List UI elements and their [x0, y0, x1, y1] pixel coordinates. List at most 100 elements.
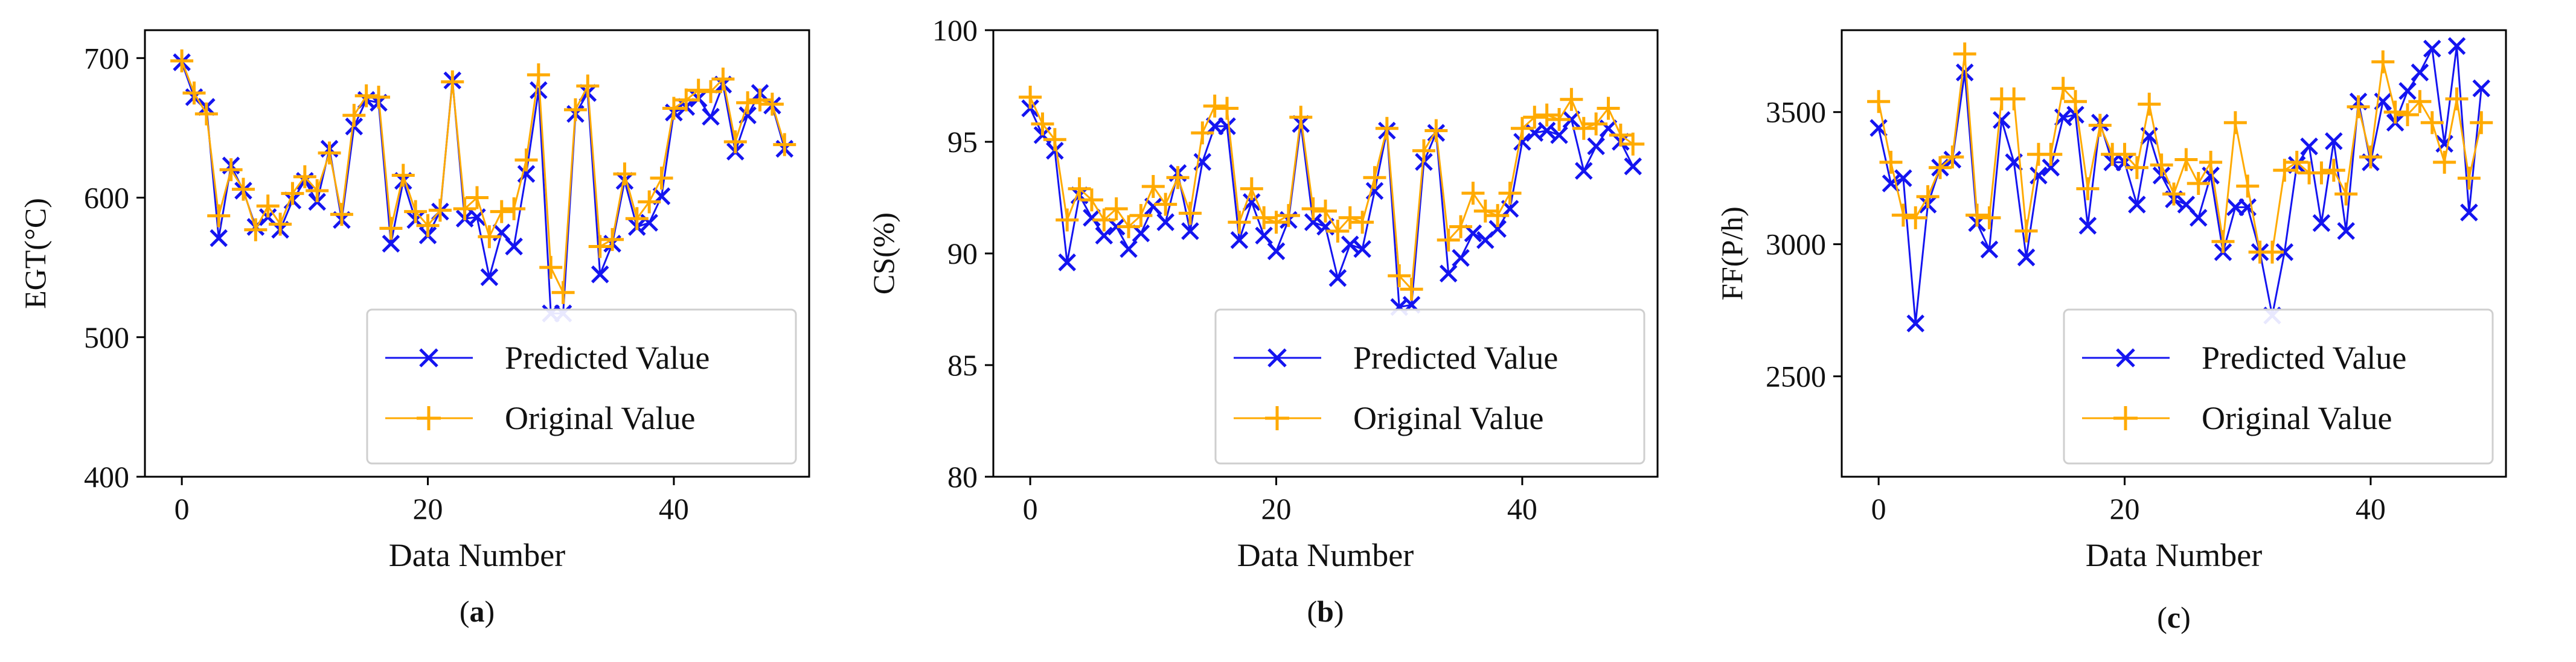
point-original — [2260, 240, 2284, 264]
point-original — [367, 86, 391, 109]
point-original — [2420, 111, 2444, 135]
point-original — [1019, 86, 1042, 109]
point-original — [1203, 94, 1226, 118]
point-original — [1228, 211, 1251, 234]
x-axis-label: Data Number — [389, 537, 565, 573]
point-original — [1904, 206, 1927, 229]
legend-box — [1214, 308, 1645, 465]
point-original — [2039, 142, 2063, 166]
y-tick-label: 600 — [84, 181, 129, 215]
point-original — [601, 228, 624, 251]
point-original — [1289, 106, 1313, 129]
point-original — [490, 200, 513, 223]
point-original — [1178, 202, 1202, 225]
legend-label-original: Original Value — [505, 400, 695, 436]
point-original — [1498, 182, 1522, 205]
y-tick-label: 90 — [947, 237, 978, 270]
point-original — [2408, 90, 2432, 113]
point-predicted — [1488, 220, 1507, 238]
point-original — [2396, 103, 2420, 127]
point-original — [2457, 167, 2481, 190]
point-original — [1597, 97, 1620, 120]
y-axis-label: EGT(°C) — [18, 198, 52, 309]
point-original — [1867, 90, 1891, 113]
legend-label-predicted: Predicted Value — [1353, 340, 1558, 376]
point-original — [2310, 161, 2333, 185]
y-tick-label: 3000 — [1766, 228, 1826, 261]
panel-caption-open: ( — [460, 594, 470, 628]
point-original — [2076, 177, 2100, 200]
point-original — [2223, 111, 2247, 135]
point-original — [1523, 106, 1546, 129]
point-predicted — [2447, 37, 2466, 56]
point-original — [441, 70, 464, 94]
point-predicted — [1587, 137, 1605, 156]
point-predicted — [1993, 111, 2011, 129]
point-original — [1166, 166, 1190, 189]
panel-caption-open: ( — [1307, 594, 1317, 628]
point-predicted — [2042, 158, 2060, 177]
point-original — [2470, 111, 2493, 135]
point-original — [2051, 77, 2075, 100]
y-axis-label: FF(P/h) — [1715, 206, 1749, 301]
point-original — [2273, 159, 2296, 182]
series-line-original — [1877, 54, 2482, 253]
point-predicted — [382, 235, 400, 253]
point-original — [1117, 215, 1141, 238]
legend-marker-predicted — [419, 348, 438, 368]
point-original — [1104, 197, 1128, 220]
chart-panel-c: 2500 3000 3500 0 20 40 Data Number FF(P/h) Predi… — [1715, 29, 2507, 634]
point-original — [1338, 206, 1362, 229]
point-original — [281, 182, 304, 205]
point-original — [1240, 177, 1263, 200]
point-original — [1978, 206, 2001, 229]
point-original — [170, 49, 194, 72]
y-tick-label: 3500 — [1766, 95, 1826, 129]
point-predicted — [591, 265, 609, 284]
point-original — [736, 91, 760, 115]
panel-caption-letter: c — [2167, 600, 2180, 634]
point-original — [1412, 139, 1435, 162]
point-predicted — [1341, 235, 1359, 253]
point-predicted — [1218, 117, 1236, 135]
point-predicted — [1181, 222, 1199, 240]
legend-marker-predicted — [2116, 348, 2135, 368]
legend-box — [366, 308, 797, 465]
x-tick-label: 20 — [1261, 492, 1292, 526]
point-original — [2334, 182, 2358, 206]
point-original — [2138, 92, 2161, 116]
point-original — [674, 88, 698, 112]
point-original — [404, 200, 428, 223]
point-original — [1314, 199, 1337, 223]
point-predicted — [2078, 217, 2097, 235]
point-original — [711, 67, 735, 91]
point-predicted — [2325, 132, 2343, 150]
point-original — [1351, 211, 1374, 234]
x-tick-label: 0 — [175, 492, 190, 526]
point-original — [2371, 50, 2395, 74]
point-original — [1056, 208, 1079, 232]
panel-caption-letter: b — [1317, 594, 1334, 628]
point-original — [1879, 150, 1903, 174]
y-tick-label: 80 — [947, 460, 978, 494]
point-original — [2383, 100, 2407, 124]
point-predicted — [1120, 240, 1138, 258]
point-predicted — [2017, 248, 2036, 267]
point-original — [244, 218, 268, 241]
point-predicted — [2189, 209, 2208, 227]
point-predicted — [1230, 231, 1249, 249]
point-original — [1191, 121, 1214, 145]
point-predicted — [1255, 226, 1273, 245]
point-original — [2125, 156, 2148, 179]
point-original — [773, 133, 796, 156]
panel-caption: (a) — [460, 594, 495, 628]
point-original — [1928, 156, 1952, 179]
point-predicted — [2275, 243, 2294, 261]
point-original — [502, 197, 526, 220]
panel-caption: (b) — [1307, 594, 1344, 628]
point-original — [2236, 174, 2260, 198]
point-predicted — [1562, 110, 1581, 129]
y-axis-label: CS(%) — [867, 212, 900, 294]
point-original — [2113, 142, 2136, 166]
point-original — [1609, 123, 1632, 147]
